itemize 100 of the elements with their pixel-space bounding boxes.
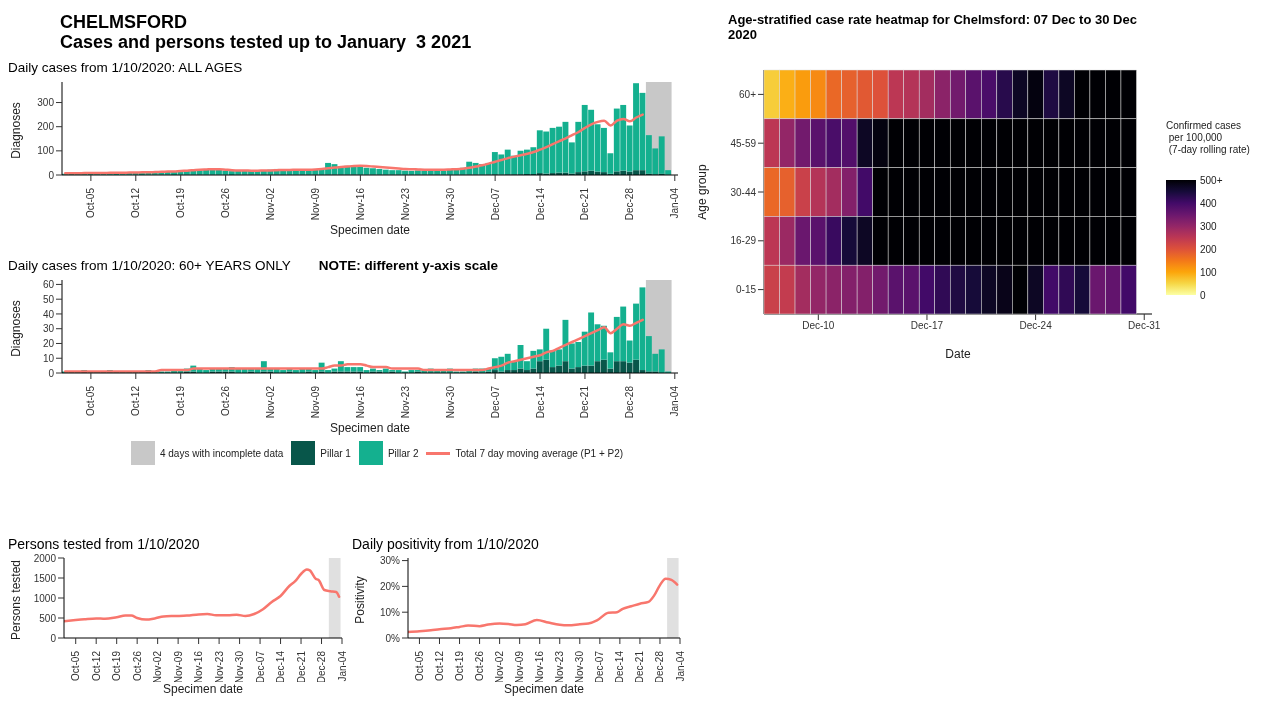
x-tick-label: Dec-21 [579, 187, 591, 221]
chart-title: Daily cases from 1/10/2020: ALL AGES [8, 60, 244, 77]
chart-title: Daily positivity from 1/10/2020 [352, 536, 540, 554]
x-tick-label: Dec-14 [275, 650, 287, 684]
x-tick-label: Dec-17 [910, 320, 944, 332]
x-tick-label: Oct-05 [70, 650, 82, 682]
chart-title: Daily cases from 1/10/2020: 60+ YEARS ONLY [8, 258, 291, 273]
x-tick-label: Oct-05 [413, 650, 425, 682]
x-tick-label: Nov-16 [534, 650, 546, 684]
x-tick-label: Nov-02 [265, 385, 277, 419]
y-tick-label: 300 [37, 97, 55, 109]
legend-label: 4 days with incomplete data [159, 447, 284, 459]
x-tick-label: Dec-07 [489, 385, 501, 419]
x-tick-label: Dec-28 [654, 650, 666, 684]
x-tick-label: Oct-19 [175, 187, 187, 219]
x-tick-label: Dec-21 [295, 650, 307, 684]
x-tick-label: Nov-16 [354, 385, 366, 419]
legend-label: Pillar 1 [320, 447, 351, 459]
y-tick-label: 0 [50, 632, 57, 644]
y-tick-label: 1500 [33, 572, 57, 584]
y-axis-title: Diagnoses [9, 102, 23, 159]
x-tick-label: Jan-04 [674, 650, 686, 682]
x-tick-label: Dec-07 [594, 650, 606, 684]
y-tick-label: 10 [42, 352, 55, 364]
x-tick-label: Nov-09 [309, 187, 321, 221]
legend-label: Pillar 2 [387, 447, 419, 459]
legend-label: Total 7 day moving average (P1 + P2) [455, 447, 624, 459]
x-tick-label: Nov-09 [309, 385, 321, 419]
x-tick-label: Dec-28 [624, 385, 636, 419]
x-tick-label: Dec-28 [624, 187, 636, 221]
x-tick-label: Nov-23 [399, 187, 411, 221]
x-tick-label: Dec-28 [316, 650, 328, 684]
x-tick-label: Nov-02 [152, 650, 164, 684]
x-tick-label: Jan-04 [669, 187, 681, 219]
y-tick-label: 100 [37, 145, 55, 157]
x-tick-label: Oct-26 [474, 650, 486, 682]
text: Cases and persons tested up to January 3 2021 [60, 32, 472, 52]
x-tick-label: Dec-14 [534, 385, 546, 419]
y-tick-label: 60+ [739, 88, 757, 100]
color-bar-title: Confirmed cases per 100,000 (7-day rolling rate) [1166, 120, 1250, 156]
x-tick-label: Dec-07 [489, 187, 501, 221]
x-tick-label: Oct-12 [130, 187, 142, 219]
color-bar-label: 200 [1200, 243, 1218, 255]
x-axis-title: Specimen date [328, 421, 412, 435]
x-axis-title: Specimen date [161, 682, 245, 696]
chart-title: Age-stratified case rate heatmap for Chelmsford: 07 Dec to 30 Dec 2020 [728, 12, 1138, 44]
y-tick-label: 40 [42, 308, 55, 320]
x-tick-label: Dec-24 [1019, 320, 1053, 332]
chart-title: Persons tested from 1/10/2020 [8, 536, 201, 554]
chart-subtitle: NOTE: different y-axis scale [318, 258, 499, 273]
x-tick-label: Nov-02 [494, 650, 506, 684]
x-tick-label: Dec-14 [614, 650, 626, 684]
y-tick-label: 0-15 [735, 284, 757, 296]
x-tick-label: Oct-12 [433, 650, 445, 682]
x-tick-label: Oct-12 [130, 385, 142, 417]
y-tick-label: 10% [379, 606, 401, 618]
color-bar-label: 300 [1200, 220, 1218, 232]
x-tick-label: Nov-02 [265, 187, 277, 221]
x-tick-label: Jan-04 [336, 650, 348, 682]
y-tick-label: 0 [48, 367, 55, 379]
x-tick-label: Dec-10 [802, 320, 835, 332]
x-tick-label: Oct-19 [111, 650, 123, 682]
y-tick-label: 500 [39, 612, 57, 624]
text: CHELMSFORD [60, 12, 188, 32]
y-tick-label: 0% [385, 632, 401, 644]
color-bar-label: 400 [1200, 197, 1218, 209]
x-tick-label: Nov-30 [444, 385, 456, 419]
x-tick-label: Nov-09 [172, 650, 184, 684]
y-tick-label: 20% [379, 580, 401, 592]
x-tick-label: Oct-26 [131, 650, 143, 682]
y-tick-label: 50 [42, 293, 55, 305]
x-axis-title: Specimen date [502, 682, 586, 696]
y-axis-title: Age group [695, 163, 710, 220]
x-tick-label: Nov-16 [354, 187, 366, 221]
y-tick-label: 1000 [33, 592, 57, 604]
x-tick-label: Dec-07 [254, 650, 266, 684]
x-axis-title: Specimen date [328, 223, 412, 237]
y-tick-label: 30-44 [730, 186, 757, 198]
y-tick-label: 30% [379, 555, 401, 567]
x-tick-label: Oct-05 [85, 385, 97, 417]
x-tick-label: Dec-21 [634, 650, 646, 684]
y-tick-label: 20 [42, 338, 55, 350]
x-tick-label: Nov-30 [574, 650, 586, 684]
y-tick-label: 2000 [33, 552, 57, 564]
x-tick-label: Oct-19 [454, 650, 466, 682]
x-tick-label: Jan-04 [669, 385, 681, 417]
y-axis-title: Persons tested [9, 559, 23, 641]
color-bar-label: 100 [1200, 266, 1218, 278]
y-axis-title: Positivity [353, 576, 367, 624]
y-tick-label: 0 [48, 169, 55, 181]
x-tick-label: Nov-30 [444, 187, 456, 221]
x-tick-label: Nov-30 [234, 650, 246, 684]
x-tick-label: Nov-16 [193, 650, 205, 684]
y-tick-label: 30 [42, 323, 55, 335]
y-axis-title: Diagnoses [9, 300, 23, 357]
x-tick-label: Dec-14 [534, 187, 546, 221]
x-tick-label: Dec-21 [579, 385, 591, 419]
color-bar-label: 500+ [1200, 174, 1223, 186]
y-tick-label: 60 [42, 278, 55, 290]
x-axis-title: Date [945, 347, 971, 361]
